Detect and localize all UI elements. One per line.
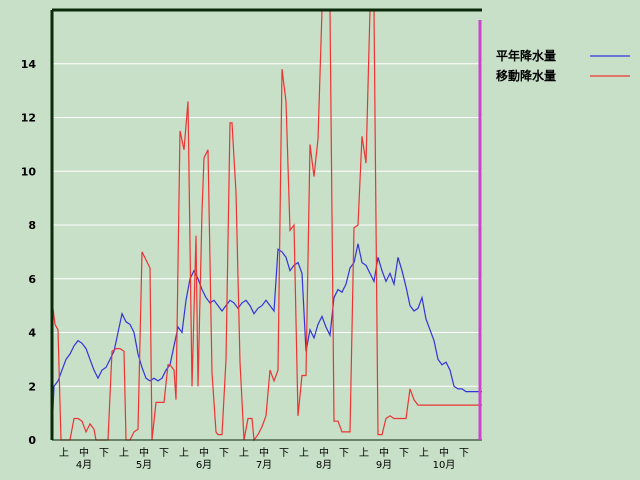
x-tick-label-8: 上 <box>179 447 189 459</box>
x-tick-label-23: 9月 <box>376 459 392 471</box>
x-tick-label-0: 上 <box>59 447 69 459</box>
y-tick-label-5: 10 <box>21 165 37 178</box>
y-tick-label-3: 6 <box>28 273 36 286</box>
x-tick-label-24: 上 <box>419 447 429 459</box>
x-tick-label-19: 8月 <box>316 459 332 471</box>
x-tick-label-6: 下 <box>159 448 169 459</box>
legend-label-1: 移動降水量 <box>496 68 556 83</box>
x-tick-label-10: 下 <box>219 448 229 459</box>
x-tick-label-16: 上 <box>299 447 309 459</box>
y-tick-label-6: 12 <box>21 112 36 125</box>
x-tick-label-17: 中 <box>319 446 329 459</box>
x-tick-label-13: 中 <box>259 446 269 459</box>
x-tick-label-7: 5月 <box>136 459 152 471</box>
legend-label-0: 平年降水量 <box>496 48 556 63</box>
series-line-1 <box>51 9 482 442</box>
grid-lines <box>52 63 482 387</box>
x-tick-label-9: 中 <box>199 446 209 459</box>
x-tick-labels: 上中下4月上中下5月上中下6月上中下7月上中下8月上中下9月上中下10月 <box>59 446 469 471</box>
x-tick-label-25: 中 <box>439 446 449 459</box>
x-tick-label-15: 7月 <box>256 459 272 471</box>
y-tick-label-1: 2 <box>28 380 36 393</box>
x-tick-label-27: 10月 <box>433 459 456 471</box>
series-layer <box>51 9 482 442</box>
y-tick-label-0: 0 <box>28 434 36 447</box>
x-tick-label-22: 下 <box>399 448 409 459</box>
x-tick-label-2: 下 <box>99 448 109 459</box>
x-tick-label-14: 下 <box>279 448 289 459</box>
x-tick-label-11: 6月 <box>196 459 212 471</box>
x-tick-label-3: 4月 <box>76 459 92 471</box>
x-tick-label-21: 中 <box>379 446 389 459</box>
y-tick-label-2: 4 <box>28 327 36 340</box>
x-tick-label-1: 中 <box>79 446 89 459</box>
y-tick-label-4: 8 <box>28 219 36 232</box>
x-tick-label-20: 上 <box>359 447 369 459</box>
x-tick-label-18: 下 <box>339 448 349 459</box>
x-tick-label-5: 中 <box>139 446 149 459</box>
axes <box>50 8 482 441</box>
x-tick-label-4: 上 <box>119 447 129 459</box>
y-tick-labels: 0 2 4 6 8 10 12 14 <box>21 58 37 447</box>
series-line-0 <box>51 243 482 432</box>
x-tick-label-12: 上 <box>239 447 249 459</box>
y-tick-label-7: 14 <box>21 58 37 71</box>
x-tick-label-26: 下 <box>459 448 469 459</box>
